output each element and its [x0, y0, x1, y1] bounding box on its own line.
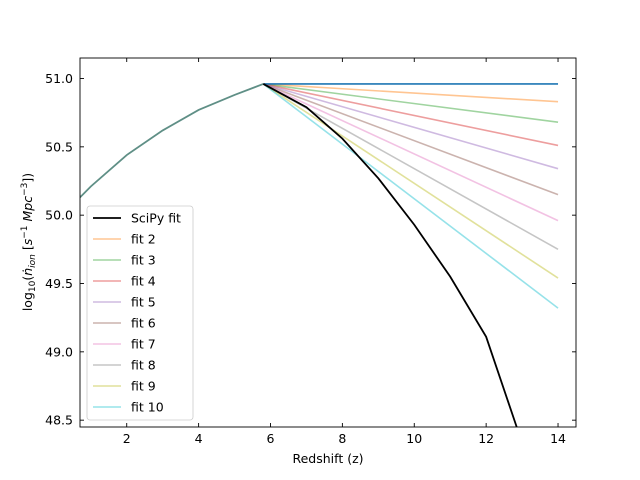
y-tick-label: 50.0: [45, 208, 73, 223]
series-line-fit-6: [263, 83, 559, 196]
series-line-fit-9: [262, 83, 559, 279]
y-tick-label: 49.5: [45, 276, 73, 291]
legend-item: fit 10: [93, 400, 164, 415]
legend-item: SciPy fit: [93, 211, 181, 226]
legend-label: fit 5: [131, 295, 156, 310]
legend-item: fit 2: [93, 232, 156, 247]
axes-frame: [79, 57, 577, 428]
legend-item: fit 6: [93, 316, 156, 331]
legend-label: fit 6: [131, 316, 156, 331]
series-line-fit-10: [262, 83, 559, 309]
legend-item: fit 3: [93, 253, 156, 268]
x-tick-label: 4: [195, 431, 203, 446]
y-tick-label: 50.5: [45, 139, 73, 154]
series-line-fit-3: [263, 83, 559, 124]
x-tick-label: 12: [478, 431, 494, 446]
x-tick-label: 14: [550, 431, 566, 446]
legend-item: fit 5: [93, 295, 156, 310]
x-ticks: 2 4 6 8 10 12 14: [123, 58, 566, 446]
legend-label: fit 4: [131, 274, 156, 289]
x-tick-label: 8: [338, 431, 346, 446]
legend-item: fit 9: [93, 379, 156, 394]
series-lines: [80, 83, 559, 427]
legend-item: fit 7: [93, 337, 156, 352]
legend-label: fit 10: [131, 400, 164, 415]
y-axis-label: log10(ṅion [s−1 Mpc−3]): [20, 173, 38, 311]
x-axis-label: Redshift (z): [292, 451, 363, 466]
legend-label: fit 3: [131, 253, 156, 268]
y-tick-label: 48.5: [45, 413, 73, 428]
series-line-scipy-fit: [262, 83, 518, 427]
x-tick-label: 10: [406, 431, 422, 446]
legend-item: fit 8: [93, 358, 156, 373]
series-line-fit-5: [263, 83, 559, 170]
legend-label: fit 9: [131, 379, 156, 394]
legend-label: fit 8: [131, 358, 156, 373]
y-ticks: 48.5 49.0 49.5 50.0 50.5 51.0: [45, 71, 576, 428]
legend-label: fit 7: [131, 337, 156, 352]
y-tick-label: 49.0: [45, 344, 73, 359]
x-tick-label: 2: [123, 431, 131, 446]
legend-item: fit 4: [93, 274, 156, 289]
series-line-fit-2: [263, 83, 559, 103]
legend-label: fit 2: [131, 232, 156, 247]
series-line-fit-4: [263, 83, 559, 147]
series-line-fit-7: [262, 83, 559, 222]
legend: SciPy fit fit 2 fit 3 fit 4 fit 5 fit 6 fit 7 f…: [86, 205, 194, 421]
shared-rising-curve: [80, 83, 264, 199]
x-tick-label: 6: [267, 431, 275, 446]
legend-label: SciPy fit: [131, 211, 181, 226]
legend-box: [86, 205, 194, 421]
y-tick-label: 51.0: [45, 71, 73, 86]
